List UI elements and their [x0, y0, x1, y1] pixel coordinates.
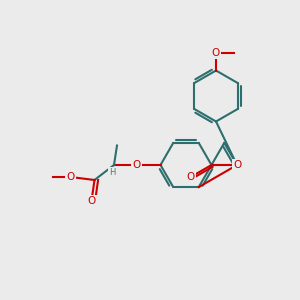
Text: O: O: [66, 172, 75, 182]
Text: O: O: [132, 160, 141, 170]
Text: H: H: [109, 168, 116, 177]
Text: O: O: [187, 172, 195, 182]
Text: O: O: [233, 160, 241, 170]
Text: O: O: [87, 196, 96, 206]
Text: O: O: [212, 47, 220, 58]
